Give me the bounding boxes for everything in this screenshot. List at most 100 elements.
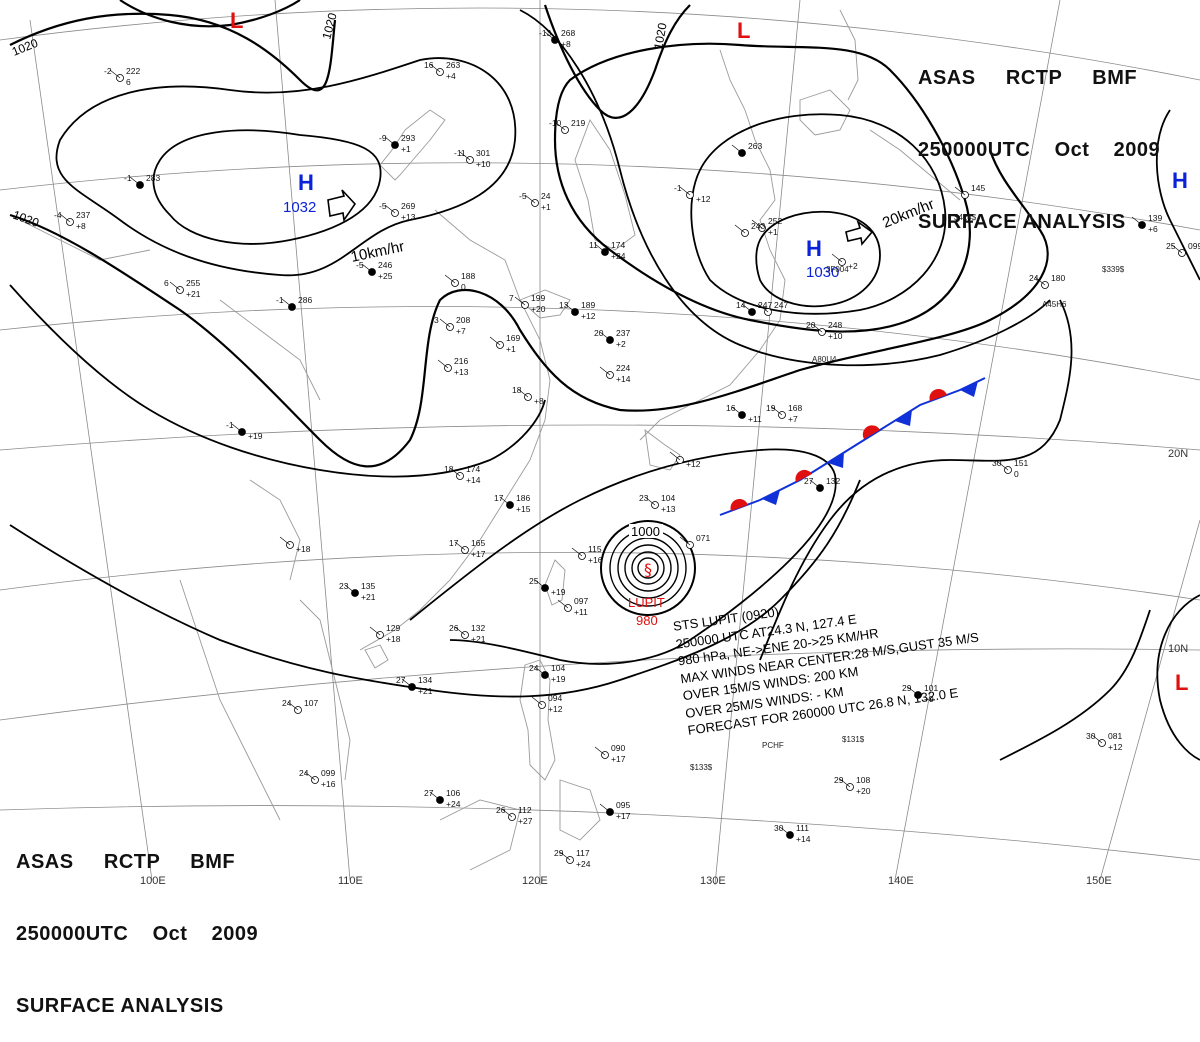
station-pressure: 107 (304, 698, 318, 708)
station-pressure: 237 (76, 210, 90, 220)
station-plot: 24 180 (1029, 273, 1065, 289)
station-plot: 19 168+7 (766, 403, 802, 424)
isobar-south-band (9, 479, 861, 698)
station-pressure: 246 (378, 260, 392, 270)
station-plot: +12 (669, 451, 701, 469)
station-plot: 17 186+15 (494, 493, 531, 514)
low-symbol-nw: L (230, 8, 243, 33)
station-temperature: -5 (379, 201, 387, 211)
station-plot: 224+14 (599, 363, 631, 384)
parallel-5n (0, 805, 1200, 861)
station-temperature: -4 (54, 210, 62, 220)
station-pressure: 071 (696, 533, 710, 543)
wind-barb (779, 826, 791, 836)
station-tendency: +13 (454, 367, 469, 377)
station-pressure: 134 (418, 675, 432, 685)
wind-barb (429, 63, 441, 73)
station-tendency: +2 (616, 339, 626, 349)
station-note: A45H6 (1042, 300, 1067, 309)
station-temperature: 16 (424, 60, 434, 70)
station-plot: 247 (757, 300, 788, 316)
wind-barb (454, 626, 466, 636)
station-plot: 252+1 (751, 216, 782, 237)
station-plot: 24 099+16 (299, 768, 336, 789)
coast-bohai (379, 109, 446, 181)
wind-barb (439, 318, 451, 328)
station-plot: -4 237+8 (54, 210, 90, 231)
isobar-loop-west (55, 57, 517, 277)
isobar-label-1000: 1000 (631, 524, 660, 539)
coast-luzon (519, 659, 556, 781)
station-tendency: 0 (461, 282, 466, 292)
station-tendency: 6 (126, 77, 131, 87)
wind-barb (459, 151, 471, 161)
station-plot: 18 174+14 (444, 464, 481, 485)
station-tendency: +27 (518, 816, 533, 826)
station-pressure: 174 (466, 464, 480, 474)
station-pressure: 263 (748, 141, 762, 151)
station-tendency: +10 (476, 159, 491, 169)
coast-hokkaido (799, 89, 851, 136)
station-plot: 26 132+21 (449, 623, 486, 644)
station-temperature: 30 (774, 823, 784, 833)
wind-barb (554, 121, 566, 131)
wind-barb (517, 388, 529, 398)
high-symbol-west: H (298, 170, 314, 195)
wind-barb (731, 144, 743, 154)
station-tendency: +7 (456, 326, 466, 336)
station-pressure: 180 (1051, 273, 1065, 283)
station-plot: 097+11 (557, 596, 588, 617)
coast-taiwan (544, 559, 566, 606)
station-tendency: +12 (548, 704, 563, 714)
station-plot: -1 283 (124, 173, 160, 189)
lat-label-20n: 20N (1168, 448, 1188, 460)
station-temperature: -5 (519, 191, 527, 201)
station-pressure: 24 (541, 191, 551, 201)
isobar-high-east-2 (755, 210, 881, 308)
station-tendency: +12 (1108, 742, 1123, 752)
wind-barb (361, 263, 373, 273)
station-temperature: 27 (424, 788, 434, 798)
station-plot: -10 219 (549, 118, 585, 134)
wind-barb (304, 771, 316, 781)
station-note: PCHF (762, 741, 784, 750)
station-temperature: -5 (356, 260, 364, 270)
coast-kyushu (644, 428, 681, 471)
station-temperature: -9 (379, 133, 387, 143)
coast-shandong (519, 289, 571, 319)
station-pressure: 248 (828, 320, 842, 330)
wind-barb (907, 686, 919, 696)
station-pressure: 219 (571, 118, 585, 128)
wind-barb (751, 219, 763, 229)
station-pressure: 097 (574, 596, 588, 606)
station-tendency: +2 (848, 261, 858, 271)
wind-barb (454, 541, 466, 551)
header-bottom-time: 250000UTC (16, 923, 129, 945)
isobar-west-outer (9, 284, 546, 478)
pressure-centers: H 1032 H 1030 H L L L (230, 8, 1188, 695)
warm-bump-2 (795, 469, 812, 482)
station-plot: 20 248+10 (806, 320, 843, 341)
motion-arrow-east (845, 219, 874, 246)
header-top: ASAS RCTP BMF 250000UTC Oct 2009 SURFACE… (918, 18, 1160, 258)
isobar-1020-north (543, 4, 691, 119)
station-tendency: +14 (466, 475, 481, 485)
isobar-far-se (1156, 594, 1200, 761)
wind-barb (1091, 734, 1103, 744)
typhoon-isobars (600, 520, 696, 616)
station-pressure: 247 (758, 300, 772, 310)
wind-barb (231, 423, 243, 433)
station-note: $339$ (1102, 265, 1125, 274)
station-pressure: 104 (551, 663, 565, 673)
station-tendency: +8 (76, 221, 86, 231)
station-pressure: 099 (1188, 241, 1200, 251)
station-note: A80U4 (812, 355, 837, 364)
station-tendency: +14 (616, 374, 631, 384)
isobars (9, 0, 1200, 761)
wind-barb (287, 701, 299, 711)
station-temperature: 6 (164, 278, 169, 288)
lon-label-150e: 150E (1086, 875, 1112, 887)
station-plot: 139+6 (1131, 213, 1162, 234)
station-temperature: 25 (1166, 241, 1176, 251)
parallel-40n (0, 7, 1200, 81)
